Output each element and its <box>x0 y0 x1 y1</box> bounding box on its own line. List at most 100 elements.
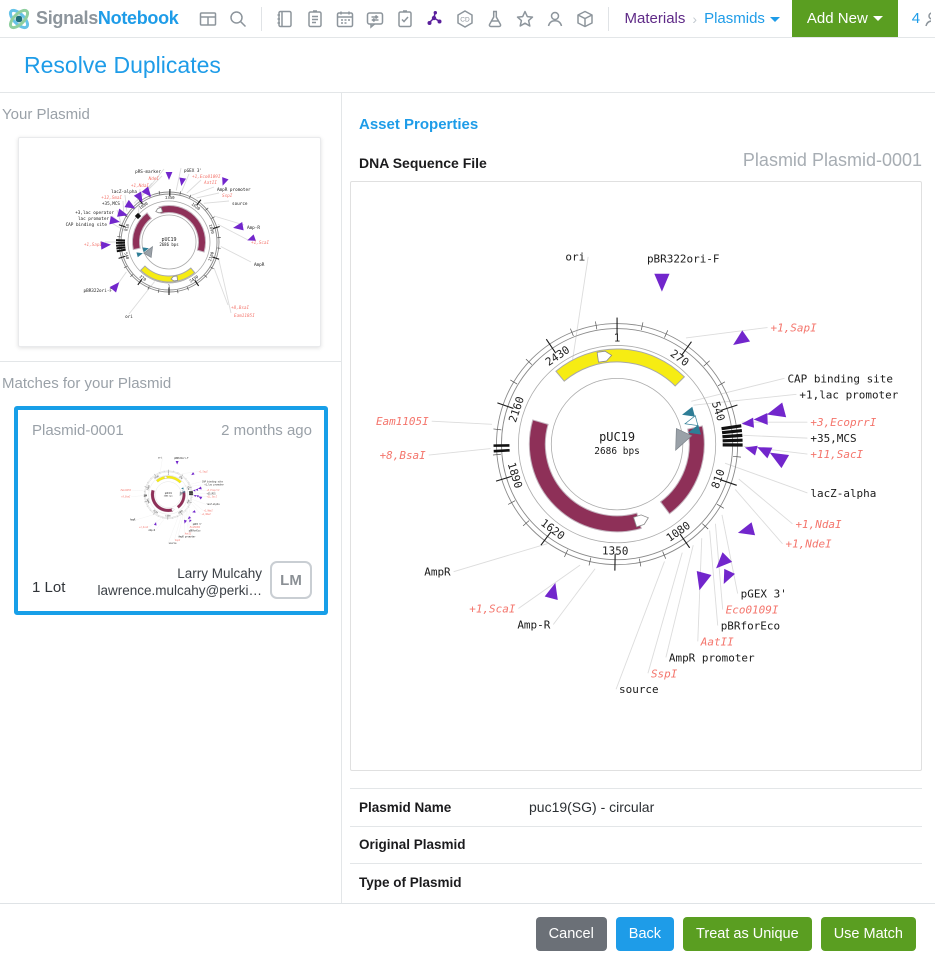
svg-text:AatII: AatII <box>203 180 217 186</box>
match-name: Plasmid-0001 <box>32 422 124 439</box>
treat-as-unique-button[interactable]: Treat as Unique <box>683 917 812 951</box>
svg-text:270: 270 <box>139 274 148 283</box>
svg-text:+8,BsaI: +8,BsaI <box>121 496 131 499</box>
checklist-icon[interactable] <box>390 6 420 32</box>
toolbar-separator <box>607 6 609 31</box>
svg-text:pBRforEco: pBRforEco <box>721 619 780 632</box>
chat-requests-icon[interactable] <box>360 6 390 32</box>
svg-text:+1,NdaI: +1,NdaI <box>795 518 842 531</box>
svg-text:pRS-marker: pRS-marker <box>135 169 161 175</box>
svg-text:540: 540 <box>123 252 130 261</box>
match-age: 2 months ago <box>221 422 312 439</box>
svg-text:lacZ-alpha: lacZ-alpha <box>810 487 876 500</box>
svg-text:2686 bps: 2686 bps <box>164 496 173 498</box>
asset-properties-title: Asset Properties <box>359 116 479 133</box>
svg-text:NdeI: NdeI <box>148 176 160 182</box>
back-button[interactable]: Back <box>615 917 675 951</box>
svg-text:+8,BsaI: +8,BsaI <box>380 449 427 462</box>
svg-text:CAP binding site: CAP binding site <box>787 372 893 385</box>
svg-text:source: source <box>169 542 177 545</box>
your-plasmid-thumbnail: 1 270 540 810 1080 1350 1620 1890 2160 2430 pRS-ma… <box>18 137 321 347</box>
matches-label: Matches for your Plasmid <box>2 375 172 392</box>
package-icon[interactable] <box>570 6 600 32</box>
use-match-button[interactable]: Use Match <box>820 917 916 951</box>
add-new-button[interactable]: Add New <box>791 0 898 37</box>
svg-text:1350: 1350 <box>165 195 175 200</box>
svg-text:2160: 2160 <box>506 395 527 424</box>
match-card-plasmid-0001[interactable]: Plasmid-0001 2 months ago 1 270 540 810 1080… <box>14 406 328 615</box>
dashboard-icon[interactable] <box>193 6 223 32</box>
svg-text:pBRforEco: pBRforEco <box>189 529 201 532</box>
svg-text:2430: 2430 <box>154 474 161 480</box>
star-icon[interactable] <box>510 6 540 32</box>
caret-down-icon <box>872 16 883 21</box>
svg-text:1890: 1890 <box>505 461 525 490</box>
svg-text:AmpR promoter: AmpR promoter <box>179 536 197 539</box>
your-plasmid-label: Your Plasmid <box>2 106 90 123</box>
dna-sequence-file-label: DNA Sequence File <box>359 155 487 171</box>
notebook-icon[interactable] <box>270 6 300 32</box>
svg-text:+1,NdeI: +1,NdeI <box>202 513 212 516</box>
svg-text:2160: 2160 <box>146 484 151 491</box>
svg-text:+1,ScaI: +1,ScaI <box>251 240 270 246</box>
svg-text:+1,ScaI: +1,ScaI <box>469 603 516 616</box>
svg-text:2686 bps: 2686 bps <box>594 446 640 457</box>
clipped-icon <box>924 11 932 27</box>
svg-text:+11,SacI: +11,SacI <box>810 448 863 461</box>
svg-text:+1,SapI: +1,SapI <box>199 470 209 473</box>
top-navigation-bar: SignalsNotebook CD <box>0 0 935 38</box>
svg-text:+11,SacI: +11,SacI <box>207 495 218 498</box>
molecule-icon[interactable] <box>420 6 450 32</box>
svg-text:pGEX 3': pGEX 3' <box>184 168 202 174</box>
svg-text:Eco0109I: Eco0109I <box>726 604 779 617</box>
chevron-right-icon: › <box>692 10 698 27</box>
right-panel: Asset Properties DNA Sequence File Plasm… <box>342 93 935 904</box>
user-groups-icon[interactable] <box>540 6 570 32</box>
svg-text:1890: 1890 <box>208 224 216 235</box>
field-original-plasmid: Original Plasmid <box>350 825 922 864</box>
search-icon[interactable] <box>223 6 253 32</box>
svg-text:540: 540 <box>186 486 190 491</box>
svg-text:pUC19: pUC19 <box>161 237 176 243</box>
svg-text:source: source <box>619 683 659 696</box>
cancel-button[interactable]: Cancel <box>535 917 607 951</box>
svg-text:+35,MCS: +35,MCS <box>102 201 121 207</box>
calendar-icon[interactable] <box>330 6 360 32</box>
svg-text:+3,lac operator: +3,lac operator <box>75 210 114 216</box>
svg-text:lacZ-alpha: lacZ-alpha <box>111 189 137 195</box>
svg-text:pGEX 3': pGEX 3' <box>193 523 202 526</box>
svg-text:CAP binding site: CAP binding site <box>66 222 108 228</box>
svg-text:Eam1105I: Eam1105I <box>376 415 429 428</box>
brand-signals: Signals <box>36 8 98 28</box>
match-lot-count: 1 Lot <box>32 579 66 596</box>
svg-text:810: 810 <box>123 223 130 232</box>
svg-text:+1,SapI: +1,SapI <box>771 322 818 335</box>
svg-text:Eco0109I: Eco0109I <box>190 526 201 529</box>
svg-text:SspI: SspI <box>175 539 181 542</box>
svg-text:pBR322ori-F: pBR322ori-F <box>84 288 113 294</box>
svg-text:+1,lac promoter: +1,lac promoter <box>204 484 224 487</box>
svg-text:+1,NdaI: +1,NdaI <box>131 183 150 189</box>
tasks-icon[interactable] <box>300 6 330 32</box>
page-title: Resolve Duplicates <box>24 51 221 78</box>
svg-text:+35,MCS: +35,MCS <box>810 432 856 445</box>
svg-text:source: source <box>232 202 248 207</box>
breadcrumb-materials[interactable]: Materials <box>624 10 686 27</box>
structure-cd-icon[interactable]: CD <box>450 6 480 32</box>
flask-icon[interactable] <box>480 6 510 32</box>
svg-text:1890: 1890 <box>146 498 151 505</box>
svg-text:+3,EcoprrI: +3,EcoprrI <box>810 416 876 429</box>
svg-text:1350: 1350 <box>602 544 629 557</box>
app-logo[interactable]: SignalsNotebook <box>6 6 179 32</box>
svg-text:+1,ScaI: +1,ScaI <box>139 526 149 529</box>
svg-text:810: 810 <box>709 467 728 490</box>
svg-text:AmpR: AmpR <box>254 262 265 268</box>
avatar: LM <box>270 561 312 599</box>
dna-sequence-viewer: 1 270 540 810 1080 1350 1620 1890 2160 2430 ori pBR… <box>350 181 922 771</box>
svg-text:1080: 1080 <box>138 200 149 210</box>
notification-count[interactable]: 4 <box>912 10 932 27</box>
svg-text:810: 810 <box>186 499 190 504</box>
svg-text:+8,BsaI: +8,BsaI <box>231 305 250 311</box>
breadcrumb-plasmids[interactable]: Plasmids <box>704 10 780 27</box>
svg-text:Amp-R: Amp-R <box>247 225 260 231</box>
